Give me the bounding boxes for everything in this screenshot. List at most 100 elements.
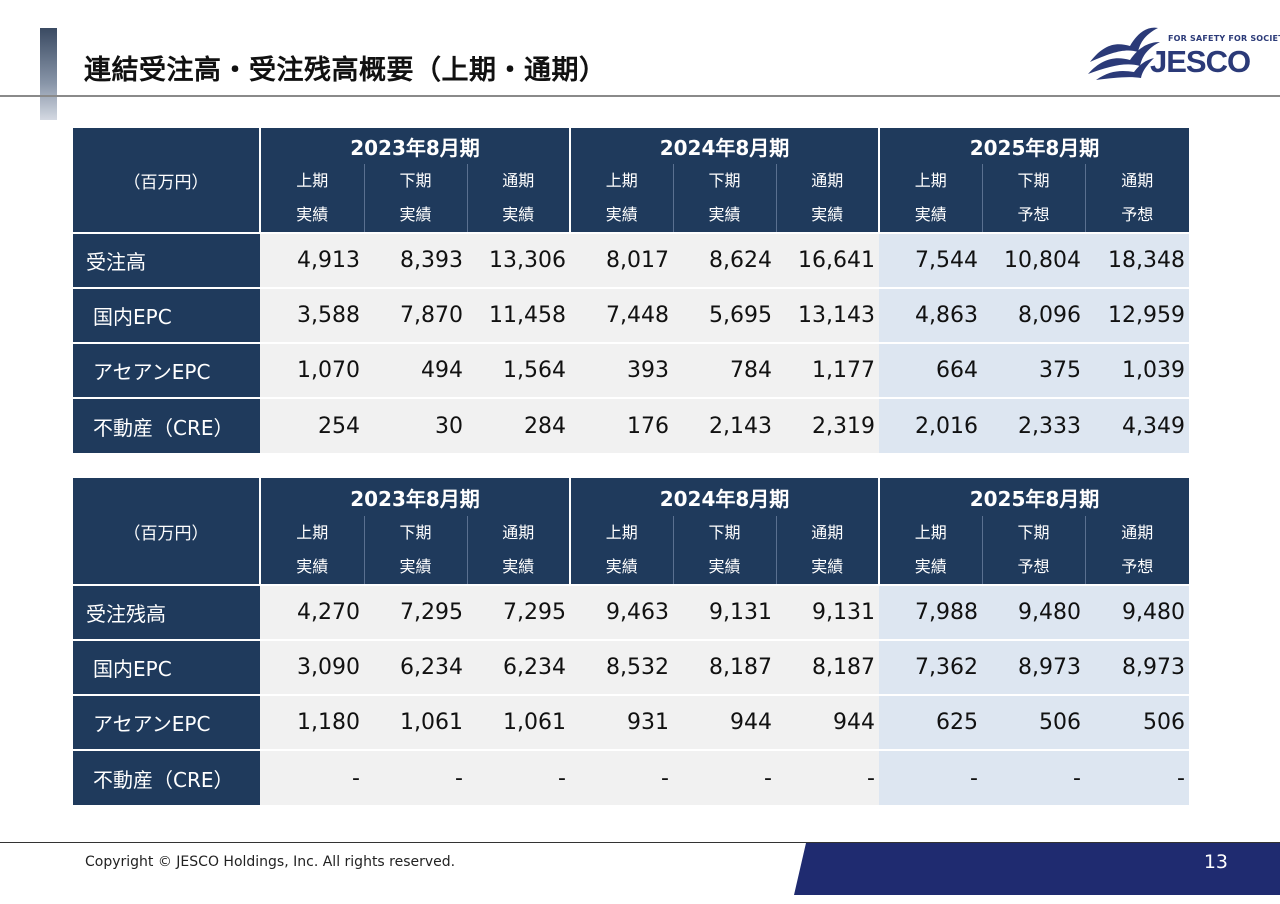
value-cell: 494 <box>364 342 467 398</box>
year-header: 2024年8月期 <box>569 478 879 516</box>
value-cell: 8,532 <box>570 639 673 695</box>
value-cell: 2,143 <box>673 397 776 453</box>
value-cell: 1,180 <box>260 694 364 750</box>
logo-tagline: FOR SAFETY FOR SOCIETY <box>1168 34 1280 43</box>
value-cell: 254 <box>260 397 364 453</box>
value-cell: 393 <box>570 342 673 398</box>
status-header: 実績 <box>775 550 879 585</box>
table-row: 受注残高 4,270 7,295 7,295 9,463 9,131 9,131… <box>73 584 1189 640</box>
status-header: 実績 <box>259 550 364 585</box>
title-accent-bar <box>40 28 57 120</box>
row-label: アセアンEPC <box>73 342 260 398</box>
value-cell: 9,480 <box>982 584 1085 640</box>
value-cell: 9,131 <box>776 584 879 640</box>
value-cell: 8,973 <box>982 639 1085 695</box>
value-cell: 18,348 <box>1085 232 1189 288</box>
value-cell: 4,349 <box>1085 397 1189 453</box>
unit-label: （百万円） <box>73 128 260 233</box>
value-cell: 1,564 <box>467 342 570 398</box>
value-cell: 784 <box>673 342 776 398</box>
value-cell: - <box>260 749 364 805</box>
value-cell: 12,959 <box>1085 287 1189 343</box>
title-divider <box>0 95 1280 97</box>
value-cell: - <box>570 749 673 805</box>
value-cell: 2,333 <box>982 397 1085 453</box>
status-header: 実績 <box>259 198 364 233</box>
value-cell: 4,863 <box>879 287 982 343</box>
period-header: 通期 <box>1084 164 1189 198</box>
table-row: 国内EPC 3,090 6,234 6,234 8,532 8,187 8,18… <box>73 639 1189 695</box>
value-cell: 375 <box>982 342 1085 398</box>
value-cell: 664 <box>879 342 982 398</box>
footer-band <box>794 843 1280 895</box>
value-cell: 1,070 <box>260 342 364 398</box>
period-header: 下期 <box>981 516 1085 550</box>
jesco-wave-logo-icon <box>1088 27 1160 80</box>
period-header: 下期 <box>363 164 467 198</box>
value-cell: 11,458 <box>467 287 570 343</box>
value-cell: - <box>364 749 467 805</box>
value-cell: 284 <box>467 397 570 453</box>
period-header: 下期 <box>672 516 776 550</box>
status-header: 実績 <box>878 198 982 233</box>
period-header: 下期 <box>981 164 1085 198</box>
status-header: 実績 <box>569 198 673 233</box>
row-label: 受注残高 <box>73 584 260 640</box>
period-header: 通期 <box>466 164 570 198</box>
row-label: 国内EPC <box>73 639 260 695</box>
value-cell: 2,016 <box>879 397 982 453</box>
status-header: 実績 <box>672 550 776 585</box>
value-cell: 7,544 <box>879 232 982 288</box>
period-header: 通期 <box>775 516 879 550</box>
status-header: 予想 <box>981 198 1085 233</box>
value-cell: 8,187 <box>673 639 776 695</box>
value-cell: 8,393 <box>364 232 467 288</box>
period-header: 上期 <box>569 516 673 550</box>
year-header: 2023年8月期 <box>259 128 570 164</box>
value-cell: 506 <box>1085 694 1189 750</box>
order-backlog-table: （百万円） 2023年8月期 2024年8月期 2025年8月期 上期 下期 通… <box>73 478 1189 805</box>
value-cell: 7,988 <box>879 584 982 640</box>
table-row: 不動産（CRE） 254 30 284 176 2,143 2,319 2,01… <box>73 397 1189 453</box>
year-header: 2023年8月期 <box>259 478 570 516</box>
value-cell: 16,641 <box>776 232 879 288</box>
value-cell: 8,624 <box>673 232 776 288</box>
year-header: 2025年8月期 <box>878 128 1189 164</box>
value-cell: 13,306 <box>467 232 570 288</box>
value-cell: 7,448 <box>570 287 673 343</box>
table-row: アセアンEPC 1,180 1,061 1,061 931 944 944 62… <box>73 694 1189 750</box>
value-cell: 6,234 <box>364 639 467 695</box>
status-header: 予想 <box>981 550 1085 585</box>
logo-wordmark: JESCO <box>1150 44 1251 79</box>
value-cell: - <box>879 749 982 805</box>
value-cell: 1,039 <box>1085 342 1189 398</box>
period-header: 通期 <box>775 164 879 198</box>
page-number: 13 <box>1203 851 1228 873</box>
year-header: 2024年8月期 <box>569 128 879 164</box>
row-label: アセアンEPC <box>73 694 260 750</box>
value-cell: - <box>673 749 776 805</box>
value-cell: 7,362 <box>879 639 982 695</box>
value-cell: - <box>467 749 570 805</box>
period-header: 上期 <box>878 164 982 198</box>
copyright-text: Copyright © JESCO Holdings, Inc. All rig… <box>85 854 456 870</box>
year-header: 2025年8月期 <box>878 478 1189 516</box>
value-cell: 625 <box>879 694 982 750</box>
value-cell: 10,804 <box>982 232 1085 288</box>
value-cell: 30 <box>364 397 467 453</box>
status-header: 実績 <box>569 550 673 585</box>
value-cell: - <box>982 749 1085 805</box>
period-header: 上期 <box>259 164 364 198</box>
unit-label: （百万円） <box>73 478 260 585</box>
value-cell: 3,588 <box>260 287 364 343</box>
period-header: 上期 <box>259 516 364 550</box>
table-row: 不動産（CRE） - - - - - - - - - <box>73 749 1189 805</box>
status-header: 実績 <box>466 198 570 233</box>
value-cell: 3,090 <box>260 639 364 695</box>
status-header: 実績 <box>775 198 879 233</box>
value-cell: 7,295 <box>467 584 570 640</box>
value-cell: - <box>776 749 879 805</box>
status-header: 予想 <box>1084 550 1189 585</box>
page-title: 連結受注高・受注残高概要（上期・通期） <box>84 55 607 86</box>
orders-received-table: （百万円） 2023年8月期 2024年8月期 2025年8月期 上期 下期 通… <box>73 128 1189 453</box>
